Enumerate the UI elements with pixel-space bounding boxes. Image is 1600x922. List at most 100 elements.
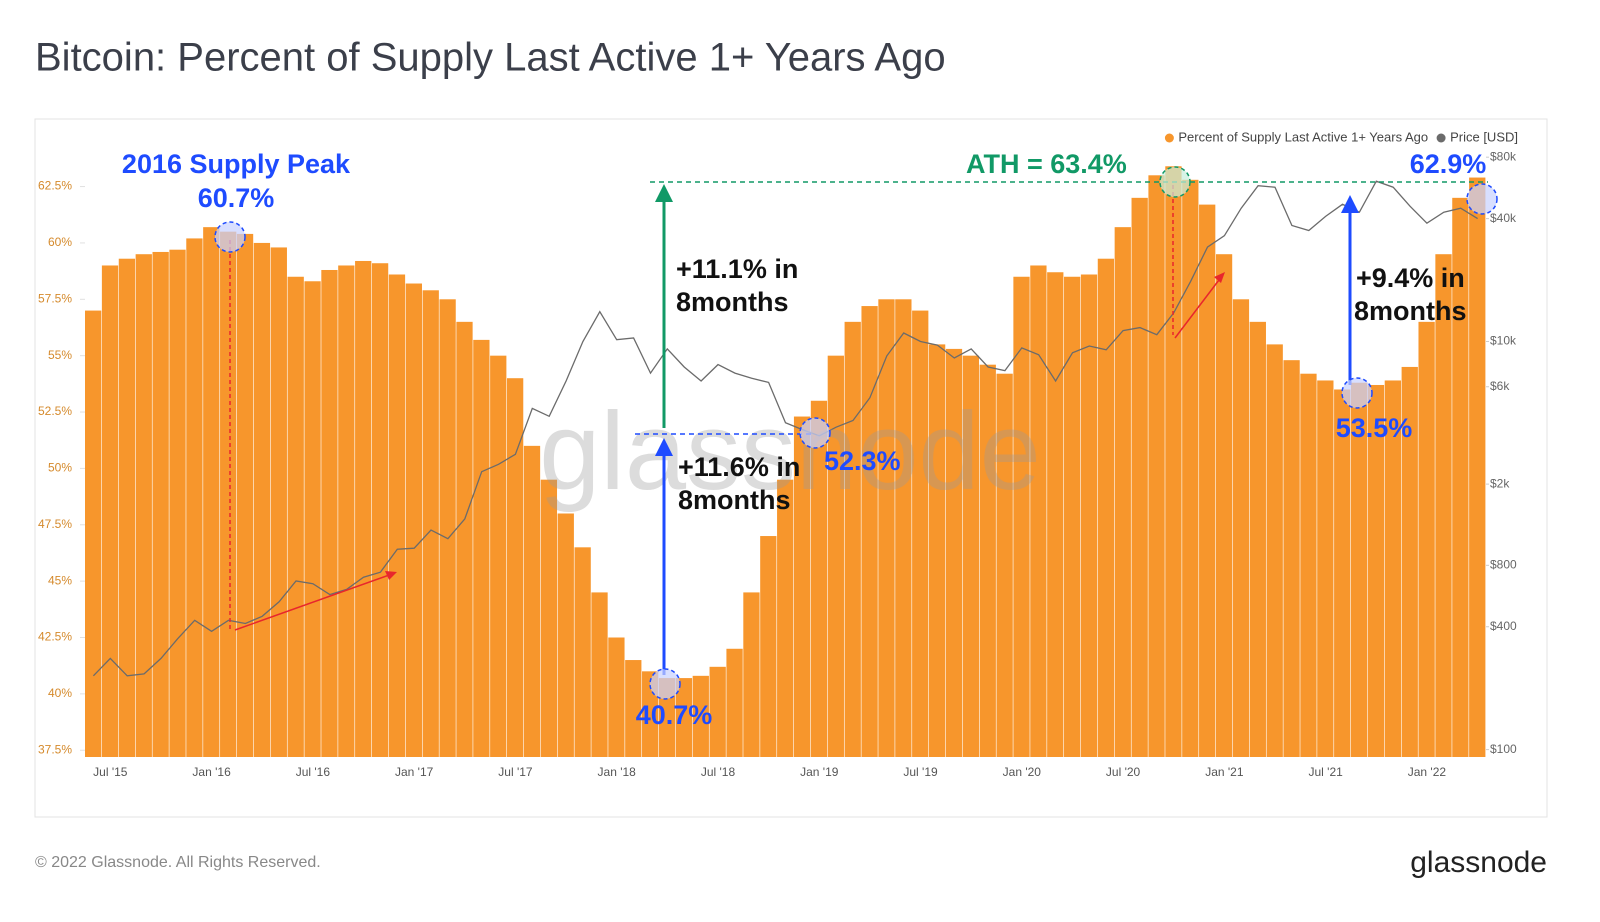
annotation: 8months xyxy=(676,287,789,317)
plot-area: 37.5% 40% 42.5% 45% 47.5% 50% 52.5% 55% 57.5% 60%… xyxy=(38,149,1517,779)
bar xyxy=(793,416,811,757)
highlight-circle xyxy=(1341,377,1373,409)
y-tick-label: 42.5% xyxy=(38,630,72,644)
x-tick-label: Jan '16 xyxy=(192,765,231,779)
watermark: glassnode xyxy=(539,390,1041,513)
trend-arrow xyxy=(1174,275,1223,339)
trend-arrow xyxy=(234,573,393,631)
bar xyxy=(810,400,828,757)
bar xyxy=(777,479,794,757)
bar xyxy=(709,666,726,757)
bar xyxy=(1013,276,1030,757)
bar xyxy=(1367,384,1385,757)
bar xyxy=(456,321,473,757)
y2-tick-label: $10k xyxy=(1490,334,1517,348)
bar xyxy=(338,265,355,757)
y-tick-label: 52.5% xyxy=(38,404,72,418)
bar xyxy=(405,283,422,757)
y-tick-label: 60% xyxy=(48,235,72,249)
y-tick-label: 37.5% xyxy=(38,742,72,756)
bar xyxy=(760,536,777,757)
highlight-circle xyxy=(649,668,681,700)
bar xyxy=(861,306,878,757)
bar xyxy=(203,227,220,758)
highlight-circle xyxy=(799,417,831,449)
bar xyxy=(979,364,996,757)
annotation: +9.4% in xyxy=(1356,263,1465,293)
bar xyxy=(355,260,372,757)
bar xyxy=(996,373,1013,757)
bar xyxy=(388,274,406,757)
y-tick-label: 57.5% xyxy=(38,291,72,305)
x-tick-label: Jan '19 xyxy=(800,765,839,779)
bar xyxy=(726,648,743,757)
highlight-circle xyxy=(214,221,246,253)
bar xyxy=(523,445,541,757)
bar xyxy=(1114,227,1131,758)
highlight-circle xyxy=(1466,183,1498,215)
bar xyxy=(574,547,591,757)
bar xyxy=(945,348,963,757)
x-tick-label: Jul '15 xyxy=(93,765,128,779)
bar xyxy=(1165,166,1182,757)
bar xyxy=(473,339,490,757)
logo: glassnode xyxy=(1410,846,1547,879)
bar xyxy=(675,678,693,757)
bar xyxy=(1300,373,1317,757)
bar xyxy=(287,276,304,757)
annotation: +11.6% in xyxy=(678,452,800,482)
bar xyxy=(1232,299,1250,757)
x-tick-label: Jan '18 xyxy=(598,765,637,779)
y-tick-label: 55% xyxy=(48,348,72,362)
legend-swatch xyxy=(1436,133,1446,143)
bar xyxy=(490,355,507,757)
annotation: 8months xyxy=(1354,296,1467,326)
y-tick-label: 40% xyxy=(48,686,72,700)
highlight-circle xyxy=(1159,166,1191,198)
annotation: 40.7% xyxy=(636,700,713,730)
bar xyxy=(928,344,946,757)
bar xyxy=(1215,254,1233,757)
y-tick-label: 62.5% xyxy=(38,179,72,193)
y2-tick-label: $80k xyxy=(1490,149,1517,163)
bar xyxy=(962,355,980,757)
legend-label: Price [USD] xyxy=(1450,129,1518,144)
bar xyxy=(1469,177,1486,757)
bar xyxy=(118,258,136,757)
annotation: +11.1% in xyxy=(676,254,798,284)
x-tick-label: Jan '17 xyxy=(395,765,434,779)
bar xyxy=(1249,321,1266,757)
y2-tick-label: $400 xyxy=(1490,619,1517,633)
bar xyxy=(186,238,203,757)
annotation: 52.3% xyxy=(824,446,901,476)
copyright: © 2022 Glassnode. All Rights Reserved. xyxy=(35,854,321,871)
legend-swatch xyxy=(1164,133,1174,143)
bar xyxy=(1350,382,1368,757)
x-tick-label: Jul '21 xyxy=(1308,765,1343,779)
bar xyxy=(1334,389,1351,757)
bar xyxy=(1384,380,1402,757)
arrow-head xyxy=(1341,195,1359,213)
bar xyxy=(371,263,389,757)
bar xyxy=(1064,276,1081,757)
annotation: ATH = 63.4% xyxy=(966,149,1127,179)
bar xyxy=(506,378,524,757)
bar xyxy=(321,269,338,757)
bar xyxy=(1283,360,1300,757)
bar xyxy=(625,660,642,757)
legend-label: Percent of Supply Last Active 1+ Years A… xyxy=(1178,129,1428,144)
page-title: Bitcoin: Percent of Supply Last Active 1… xyxy=(35,36,946,80)
bar xyxy=(1047,272,1064,757)
bar xyxy=(1401,366,1418,757)
annotation: 60.7% xyxy=(198,183,275,213)
bar xyxy=(557,513,574,757)
bar xyxy=(827,355,844,757)
y2-tick-label: $100 xyxy=(1490,742,1517,756)
arrow-head xyxy=(655,184,673,202)
bar xyxy=(220,231,237,757)
arrow-head xyxy=(1214,272,1225,283)
bar xyxy=(439,299,456,757)
bar xyxy=(135,254,152,757)
bar xyxy=(1030,265,1047,757)
legend: Price [USD] Percent of Supply Last Active… xyxy=(1164,129,1518,144)
